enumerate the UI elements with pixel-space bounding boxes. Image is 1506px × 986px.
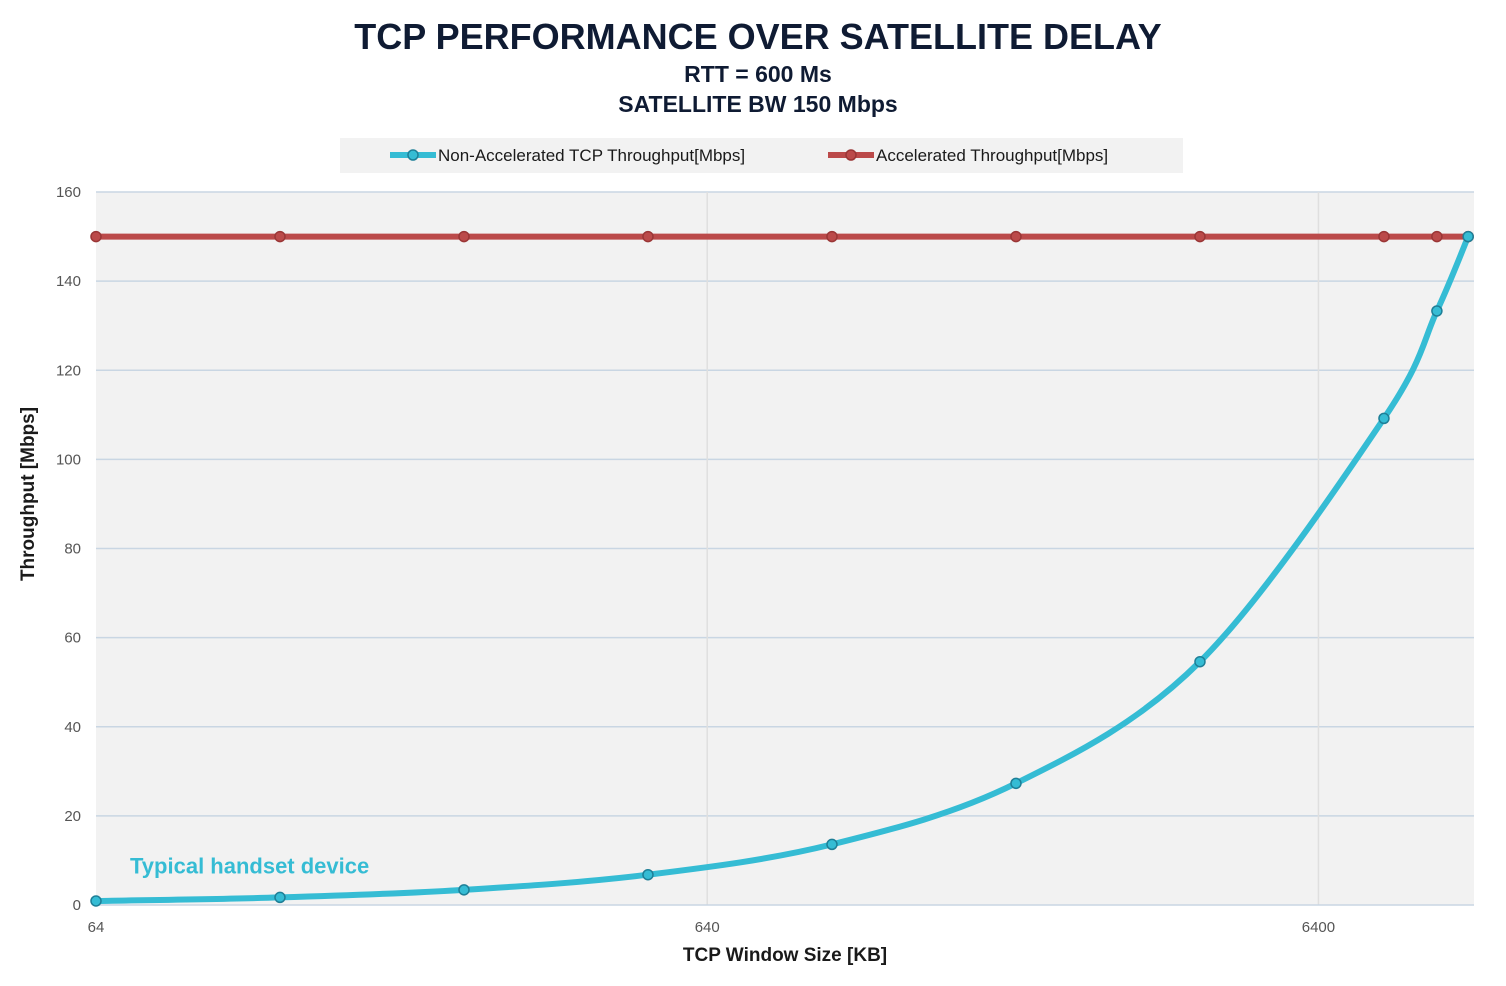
data-point <box>274 891 286 904</box>
legend-label: Accelerated Throughput[Mbps] <box>876 146 1108 165</box>
series-layer <box>90 230 1474 907</box>
chart-subtitle-line-2: SATELLITE BW 150 Mbps <box>618 91 897 117</box>
data-point <box>1010 777 1022 790</box>
x-axis-ticks: 64 640 6400 <box>88 919 1335 936</box>
x-axis-label: TCP Window Size [KB] <box>683 945 887 966</box>
legend-box <box>340 138 1183 173</box>
y-tick-label: 140 <box>56 273 81 290</box>
x-tick-label: 64 <box>88 919 105 936</box>
y-tick-label: 60 <box>64 630 81 647</box>
x-tick-label: 640 <box>695 919 720 936</box>
data-point <box>274 230 286 243</box>
annotation-label: Typical handset device <box>130 853 369 878</box>
y-tick-label: 80 <box>64 541 81 558</box>
data-point <box>1462 230 1474 243</box>
data-point <box>642 868 654 881</box>
data-point <box>642 230 654 243</box>
annotations: Typical handset device <box>130 853 369 878</box>
data-point <box>90 895 102 907</box>
data-point <box>1194 230 1206 243</box>
data-point <box>1431 305 1443 317</box>
data-point <box>1378 412 1390 425</box>
y-tick-label: 40 <box>64 719 81 736</box>
y-tick-label: 100 <box>56 451 81 468</box>
y-axis-label: Throughput [Mbps] <box>18 407 39 581</box>
y-tick-label: 160 <box>56 184 81 201</box>
chart-title: TCP PERFORMANCE OVER SATELLITE DELAY <box>354 16 1161 57</box>
y-tick-label: 120 <box>56 362 81 379</box>
legend-swatch-marker <box>407 149 419 161</box>
legend-label: Non-Accelerated TCP Throughput[Mbps] <box>438 146 745 165</box>
data-point <box>458 230 470 243</box>
y-axis-ticks: 0 20 40 60 80 100 120 140 160 <box>56 184 81 914</box>
y-tick-label: 20 <box>64 808 81 825</box>
data-point <box>1378 230 1390 243</box>
grid <box>96 191 1474 906</box>
data-point <box>826 838 838 851</box>
x-tick-label: 6400 <box>1302 919 1335 936</box>
data-point <box>1194 655 1206 668</box>
y-tick-label: 0 <box>73 897 81 914</box>
data-point <box>90 230 102 243</box>
data-point <box>458 884 470 896</box>
data-point <box>1010 230 1022 243</box>
chart-subtitle-line-1: RTT = 600 Ms <box>684 61 832 87</box>
legend: Non-Accelerated TCP Throughput[Mbps] Acce… <box>340 138 1183 173</box>
legend-swatch-marker <box>845 149 857 161</box>
data-point <box>826 230 838 243</box>
data-point <box>1431 230 1443 243</box>
